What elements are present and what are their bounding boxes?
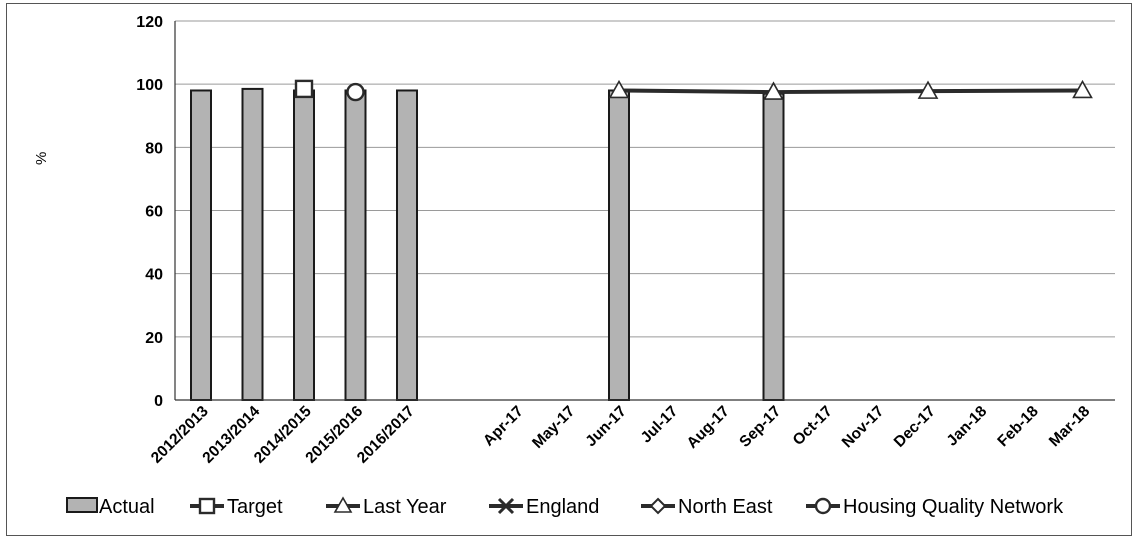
legend-swatch [66, 497, 98, 513]
bar [762, 92, 785, 402]
bar [344, 89, 367, 401]
legend-item: North East [641, 496, 773, 518]
x-tick-label: Dec-17 [891, 403, 939, 451]
x-tick-labels: 2012/20132013/20142014/20152015/20162016… [148, 403, 1094, 467]
x-tick-label: Oct-17 [790, 403, 836, 449]
marker-triangle [333, 496, 353, 513]
legend-item: Last Year [326, 496, 447, 518]
legend: Actual Target Last Year England North East Ho… [66, 496, 1064, 518]
x-tick-label: Apr-17 [480, 403, 527, 450]
y-axis-label: % [33, 152, 50, 165]
legend-label: Last Year [363, 496, 447, 518]
legend-label: Actual [99, 496, 155, 518]
bars [190, 87, 785, 402]
marker-square [198, 497, 216, 515]
bar [293, 89, 315, 401]
legend-label: Target [227, 496, 283, 518]
legend-item: Actual [66, 496, 155, 518]
y-tick-label: 80 [145, 140, 163, 157]
y-tick-label: 20 [145, 330, 163, 347]
marker-circle [346, 82, 365, 102]
series-line [618, 88, 1083, 95]
marker-triangle [763, 81, 784, 100]
legend-item: Target [190, 496, 283, 518]
x-tick-label: Jun-17 [582, 403, 629, 450]
x-tick-label: Sep-17 [736, 403, 784, 451]
marker-diamond [649, 497, 667, 515]
x-tick-label: Feb-18 [994, 403, 1042, 451]
x-tick-label: Nov-17 [839, 403, 888, 452]
marker-circle [814, 497, 832, 515]
bar [190, 89, 212, 401]
marker-triangle [1072, 79, 1093, 99]
marker-x-stroke [497, 497, 515, 515]
marker-square [294, 79, 314, 99]
marker-x [497, 497, 515, 515]
legend-item: Housing Quality Network [806, 496, 1064, 518]
x-tick-label: Aug-17 [684, 403, 733, 452]
legend-label: Housing Quality Network [843, 496, 1064, 518]
x-tick-label: Mar-18 [1046, 403, 1094, 451]
y-tick-label: 0 [154, 393, 163, 410]
marker-triangle [917, 80, 939, 99]
legend-label: North East [678, 496, 773, 518]
bar [241, 87, 264, 401]
legend-label: England [526, 496, 599, 518]
y-tick-label: 60 [145, 204, 163, 221]
series-markers [294, 79, 1093, 102]
x-tick-label: Jan-18 [944, 403, 991, 450]
x-tick-label: May-17 [529, 403, 578, 452]
chart-svg: 0 20 40 60 80 100 120 2012/20132013/20142014/2… [33, 14, 1115, 518]
y-tick-label: 120 [136, 14, 163, 31]
legend-item: England [489, 496, 599, 518]
y-tick-label: 40 [145, 267, 163, 284]
y-tick-label: 100 [136, 77, 163, 94]
chart-frame: 0 20 40 60 80 100 120 2012/2013 2013/2014 2014/2… [6, 3, 1132, 536]
gridlines [175, 20, 1115, 338]
series-lines [618, 88, 1083, 95]
marker-triangle [608, 79, 630, 99]
bar [608, 89, 630, 401]
bar [396, 89, 418, 401]
axes [174, 21, 1115, 401]
x-tick-label: Jul-17 [638, 403, 682, 447]
y-tick-labels: 0 20 40 60 80 100 120 [136, 14, 163, 410]
